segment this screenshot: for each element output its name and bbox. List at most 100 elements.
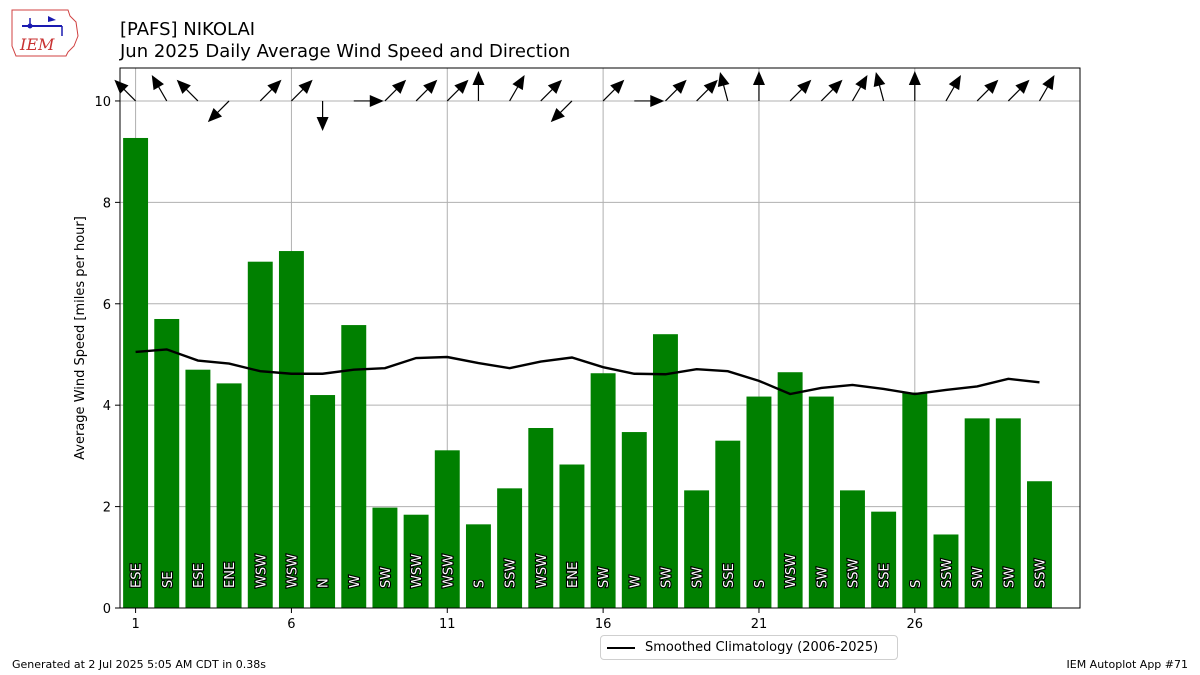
footer-generated: Generated at 2 Jul 2025 5:05 AM CDT in 0… xyxy=(12,658,266,671)
direction-label-day-29: SW xyxy=(1002,567,1017,588)
arrow-head xyxy=(207,108,223,123)
arrow-head xyxy=(369,94,384,107)
direction-label-day-9: SW xyxy=(379,567,394,588)
legend: Smoothed Climatology (2006-2025) xyxy=(600,635,898,660)
direction-label-day-16: SW xyxy=(597,567,612,588)
x-tick-label: 11 xyxy=(439,617,456,632)
arrow-head xyxy=(392,79,407,94)
arrow-day-22 xyxy=(789,79,812,102)
arrow-head xyxy=(114,79,129,94)
bar-day-10 xyxy=(403,514,429,608)
arrow-day-2 xyxy=(151,74,168,102)
arrow-shaft xyxy=(789,87,804,102)
arrow-shaft xyxy=(851,85,862,102)
arrow-day-23 xyxy=(820,79,843,102)
arrow-shaft xyxy=(384,87,399,102)
bar-day-2 xyxy=(154,318,180,608)
bar-day-22 xyxy=(777,372,803,608)
bar-day-17 xyxy=(621,432,647,608)
arrow-shaft xyxy=(415,87,430,102)
direction-label-day-8: W xyxy=(348,575,363,588)
arrow-head xyxy=(752,70,765,85)
arrow-day-6 xyxy=(291,79,313,102)
arrow-head xyxy=(151,74,164,91)
arrow-head xyxy=(298,79,313,94)
arrow-day-3 xyxy=(176,79,199,102)
arrow-head xyxy=(267,79,282,94)
arrow-head xyxy=(423,79,438,94)
y-tick-label: 4 xyxy=(103,399,111,414)
arrow-day-20 xyxy=(717,71,730,102)
bar-day-6 xyxy=(278,251,304,609)
arrow-shaft xyxy=(122,87,137,102)
arrow-day-17 xyxy=(634,94,665,107)
direction-label-day-21: S xyxy=(753,580,768,588)
x-tick-label: 21 xyxy=(751,617,768,632)
direction-label-day-30: SSW xyxy=(1033,558,1048,588)
bar-day-23 xyxy=(808,396,834,608)
direction-label-day-7: N xyxy=(317,578,332,588)
arrow-day-26 xyxy=(908,70,921,101)
bar-day-24 xyxy=(840,490,865,608)
y-axis-label: Average Wind Speed [miles per hour] xyxy=(73,216,88,460)
arrow-shaft xyxy=(157,85,168,102)
arrow-head xyxy=(855,74,868,91)
arrow-shaft xyxy=(602,87,617,102)
footer-app: IEM Autoplot App #71 xyxy=(1066,658,1189,671)
arrow-head xyxy=(908,70,921,85)
arrow-shaft xyxy=(945,85,956,102)
legend-line-swatch xyxy=(607,646,635,649)
arrow-shaft xyxy=(878,83,885,102)
arrow-head xyxy=(316,116,329,131)
direction-label-day-19: SW xyxy=(691,567,706,588)
arrow-day-9 xyxy=(384,79,407,102)
direction-label-day-15: ENE xyxy=(566,562,581,588)
arrow-shaft xyxy=(722,83,729,102)
bar-day-7 xyxy=(310,395,336,608)
direction-label-day-5: WSW xyxy=(254,554,269,588)
y-tick-label: 8 xyxy=(103,196,111,211)
direction-label-day-13: SSW xyxy=(504,558,519,588)
iem-logo: IEM xyxy=(8,6,82,64)
direction-label-day-23: SW xyxy=(815,567,830,588)
bars xyxy=(123,137,1052,609)
y-tick-label: 2 xyxy=(103,501,111,516)
logo-text: IEM xyxy=(19,35,55,54)
arrow-head xyxy=(873,71,886,88)
bar-day-26 xyxy=(902,392,928,608)
arrow-head xyxy=(472,70,485,85)
y-tick-label: 6 xyxy=(103,298,111,313)
direction-label-day-26: S xyxy=(909,580,924,588)
arrow-head xyxy=(550,108,565,123)
direction-label-day-27: SSW xyxy=(940,558,955,588)
arrow-day-21 xyxy=(752,70,765,101)
direction-label-day-10: WSW xyxy=(410,554,425,588)
arrow-day-7 xyxy=(316,100,329,131)
arrow-day-13 xyxy=(509,74,525,102)
arrow-shaft xyxy=(446,87,461,102)
bar-day-14 xyxy=(528,428,554,608)
chart-subtitle: Jun 2025 Daily Average Wind Speed and Di… xyxy=(119,41,570,62)
arrow-day-14 xyxy=(540,79,562,102)
arrow-head xyxy=(512,74,525,91)
chart-title: [PAFS] NIKOLAI xyxy=(120,19,255,40)
arrow-shaft xyxy=(1007,87,1022,102)
bar-day-4 xyxy=(216,383,242,608)
arrow-head xyxy=(703,79,718,94)
arrow-head xyxy=(650,94,665,107)
bar-day-20 xyxy=(715,440,741,608)
arrow-head xyxy=(610,79,625,94)
direction-label-day-25: SSE xyxy=(878,563,893,588)
direction-label-day-18: SW xyxy=(659,567,674,588)
arrow-day-27 xyxy=(945,74,961,102)
arrow-head xyxy=(828,79,843,94)
direction-arrows xyxy=(114,70,1055,131)
x-tick-label: 1 xyxy=(131,617,139,632)
arrow-day-15 xyxy=(550,100,573,123)
arrow-day-12 xyxy=(472,70,485,101)
bar-day-15 xyxy=(559,464,585,608)
bar-day-16 xyxy=(590,373,616,608)
arrow-head xyxy=(717,71,730,88)
arrow-head xyxy=(1015,79,1030,94)
